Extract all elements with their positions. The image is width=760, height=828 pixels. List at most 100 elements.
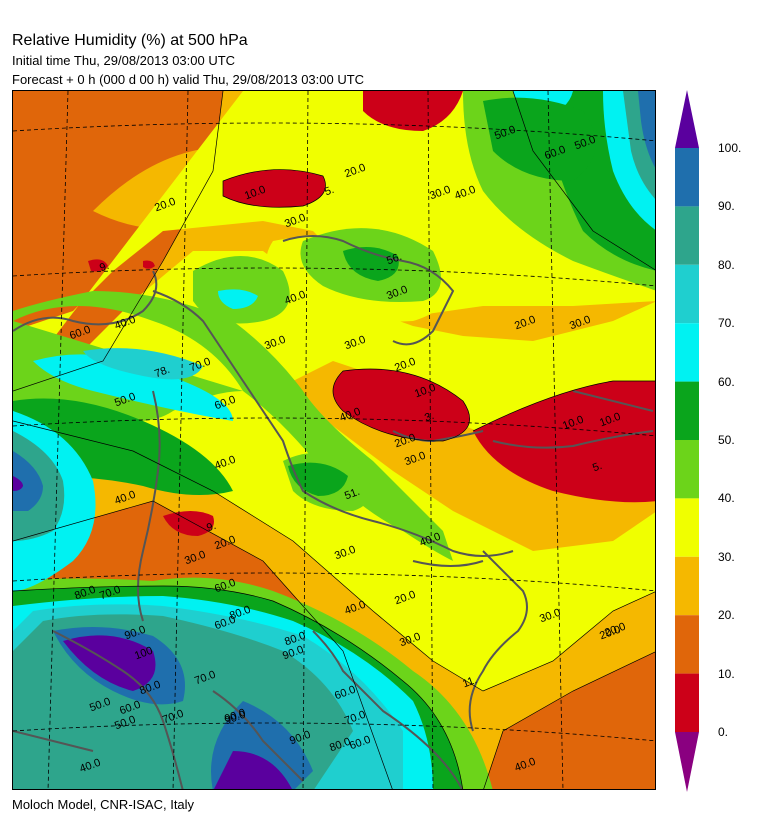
contour-label: 80.0 [228,603,253,623]
contour-label: 40.0 [113,488,138,508]
dry-core-nw2 [143,260,155,269]
band-70-80w [83,348,203,380]
chart-title: Relative Humidity (%) at 500 hPa [12,32,248,49]
legend-arrow-bottom [675,732,699,792]
humid-blob-central [288,462,348,496]
contour-label: 10.0 [413,381,438,401]
dry-core-top [363,91,463,131]
contour-label: 20.0 [213,533,238,553]
contour-label: 40.0 [213,453,238,473]
legend-level: 60. [718,374,735,389]
contour-label: 70.0 [343,708,368,728]
legend-level: 30. [718,549,735,564]
initial-time: Initial time Thu, 29/08/2013 03:00 UTC [12,53,236,68]
contour-label: 70.0 [188,355,213,375]
model-credit: Moloch Model, CNR-ISAC, Italy [12,797,195,812]
contour-label: 11. [461,674,479,691]
contour-label: 20.0 [513,313,538,333]
contour-label: 10.0 [561,413,586,433]
contour-label: 30.0 [568,313,593,333]
contour-label: 9. [205,519,218,535]
band-ne-90 [638,91,655,168]
contour-label: 80.0 [73,583,98,603]
contour-label: 30.0 [538,606,563,626]
legend-level: 90. [718,199,735,214]
legend-colorbar [675,90,699,792]
contour-label: 40.0 [283,288,308,308]
contour-label: 40.0 [78,756,103,776]
contour-label: 70.0 [98,583,123,603]
forecast-valid-time: Forecast + 0 h (000 d 00 h) valid Thu, 2… [12,72,365,87]
dry-core-west [163,511,214,536]
contour-label: 3. [423,409,436,425]
contour-label: 60.0 [213,393,238,413]
contour-label: 30.0 [343,333,368,353]
humid-blob-north [218,289,258,309]
legend-level: 10. [718,666,735,681]
contour-label: 50.0 [113,390,138,410]
band-30-40 [13,91,655,691]
contour-label: 60.0 [543,143,568,163]
legend-swatch [675,323,699,382]
legend-level: 20. [718,608,735,623]
contour-label: 60.0 [68,323,93,343]
contour-label: 50.0 [113,713,138,733]
band-40-50b [193,256,290,324]
contour-label: 20.0 [393,588,418,608]
contour-label: 20.0 [343,161,368,181]
contour-label: 10.0 [598,410,623,430]
contour-lines [13,91,655,789]
contour-label: 20.0 [393,431,418,451]
contour-label: 60.0 [348,733,373,753]
legend-level: 80. [718,257,735,272]
contour-label: 5. [323,183,336,199]
contour-label: 40.0 [513,755,538,775]
legend-arrow-top [675,90,699,148]
humidity-map: 10.0 5. 20.0 20.0 30.0 30.0 40.0 50.0 60.0 50.0 56… [12,90,656,790]
contour-label: 78. [153,363,172,381]
contour-label: 90.0 [288,728,313,748]
contour-label: 90.0 [281,643,306,663]
dry-core-central [333,369,470,441]
contour-label: 100 [133,644,155,663]
contour-label: 9. [98,259,111,275]
contour-label: 30.0 [428,183,453,203]
legend-swatch [675,498,699,557]
legend-swatch [675,381,699,440]
legend-swatch [675,673,699,732]
contour-label: 30.0 [403,449,428,469]
dry-core-east [473,381,655,503]
contour-label: 60.0 [213,576,238,596]
legend-level: 70. [718,316,735,331]
contour-label: 51. [343,485,362,503]
contour-label: 50.0 [493,123,518,143]
contour-label: 50.0 [573,133,598,153]
dry-core-north [223,169,326,208]
legend-swatch [675,148,699,207]
contour-label: 20.0 [153,195,178,215]
contour-labels: 10.0 5. 20.0 20.0 30.0 30.0 40.0 50.0 60.0 50.0 56… [13,91,655,789]
legend-swatch [675,556,699,616]
contour-label: 50.0 [88,695,113,715]
contour-label: 30.0 [333,543,358,563]
legend-swatch [675,615,699,674]
contour-label: 60.0 [333,683,358,703]
legend-level: 40. [718,491,735,506]
contour-label: 80.0 [138,678,163,698]
contour-label: 10.0 [243,183,268,203]
legend-level: 50. [718,433,735,447]
contour-label: 56. [385,250,404,268]
legend-level: 100. [718,141,742,155]
contour-label: 20.0 [393,355,418,375]
dry-core-nw [88,259,108,272]
band-top-green [483,97,596,181]
legend-level: 0. [718,725,729,739]
band-60-70w [33,354,233,421]
contour-label: 30.0 [263,333,288,353]
contour-label: 70.0 [193,668,218,688]
contour-label: 40.0 [343,598,368,618]
humid-blob-nc [343,247,399,281]
graticule [13,91,655,789]
band-100 [63,635,292,789]
contour-label: 30.0 [183,548,208,568]
